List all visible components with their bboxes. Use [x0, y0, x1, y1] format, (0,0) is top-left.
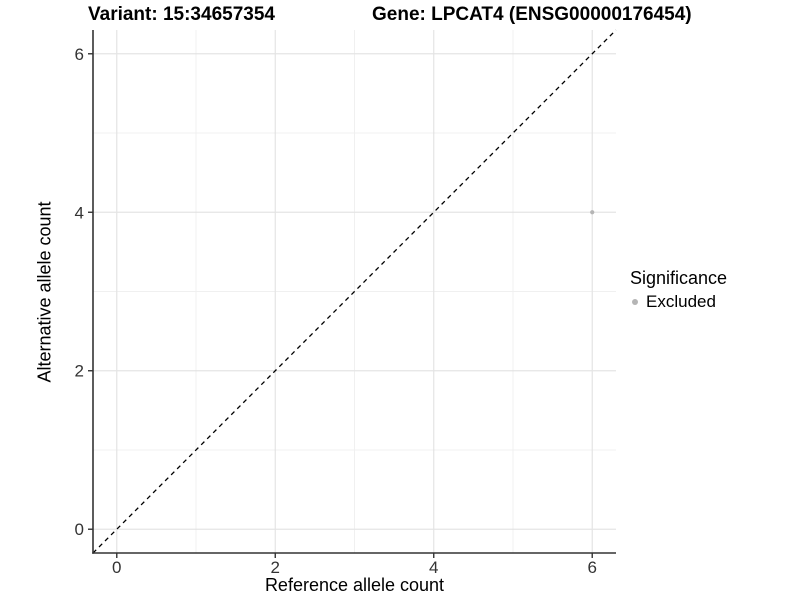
excluded-point-icon [632, 299, 638, 305]
x-tick-label: 2 [271, 558, 280, 577]
y-tick-label: 4 [75, 203, 84, 222]
identity-line [92, 29, 617, 554]
legend-title: Significance [630, 268, 728, 288]
legend-item-label: Excluded [646, 292, 716, 311]
y-tick-label: 6 [75, 45, 84, 64]
legend: Significance Excluded [630, 268, 727, 312]
x-tick-label: 0 [112, 558, 121, 577]
y-tick-label: 0 [75, 520, 84, 539]
legend-item-excluded: Excluded [630, 292, 727, 312]
plot-title-variant: Variant: 15:34657354 [88, 4, 275, 25]
x-tick-label: 4 [429, 558, 438, 577]
plot-title-gene: Gene: LPCAT4 (ENSG00000176454) [372, 4, 692, 25]
y-tick-label: 2 [75, 362, 84, 381]
data-point [590, 210, 595, 215]
x-axis-title: Reference allele count [264, 575, 445, 595]
x-tick-label: 6 [587, 558, 596, 577]
y-axis-title: Alternative allele count [34, 201, 55, 383]
